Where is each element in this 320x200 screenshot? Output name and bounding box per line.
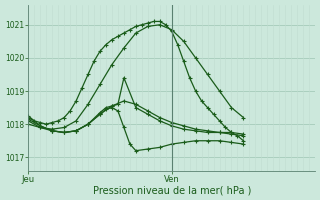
X-axis label: Pression niveau de la mer( hPa ): Pression niveau de la mer( hPa ) (92, 185, 251, 195)
